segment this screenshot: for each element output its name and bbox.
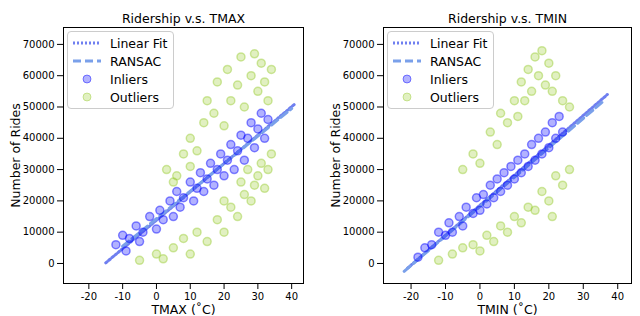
svg-text:70000: 70000 <box>23 39 55 50</box>
svg-text:0: 0 <box>153 291 159 302</box>
svg-text:TMIN (˚C): TMIN (˚C) <box>476 302 537 316</box>
html-text:Inliers: Inliers <box>110 71 148 87</box>
svg-text:-10: -10 <box>114 291 130 302</box>
svg-text:50000: 50000 <box>343 101 375 112</box>
svg-text:-20: -20 <box>403 291 419 302</box>
svg-text:40000: 40000 <box>23 132 55 143</box>
svg-text:-20: -20 <box>81 291 97 302</box>
svg-text:50000: 50000 <box>23 101 55 112</box>
svg-text:0: 0 <box>48 258 54 269</box>
svg-text:20000: 20000 <box>343 195 375 206</box>
svg-text:20000: 20000 <box>23 195 55 206</box>
svg-text:Ridership v.s. TMIN: Ridership v.s. TMIN <box>448 11 567 26</box>
svg-text:Ridership v.s. TMAX: Ridership v.s. TMAX <box>122 11 246 26</box>
svg-text:10000: 10000 <box>343 226 375 237</box>
html-text:RANSAC: RANSAC <box>110 53 162 69</box>
svg-text:40: 40 <box>285 291 298 302</box>
svg-text:10: 10 <box>184 291 197 302</box>
svg-text:10: 10 <box>508 291 521 302</box>
svg-text:60000: 60000 <box>343 70 375 81</box>
svg-text:40: 40 <box>611 291 624 302</box>
svg-text:30000: 30000 <box>23 164 55 175</box>
html-text:RANSAC: RANSAC <box>430 53 482 69</box>
svg-text:70000: 70000 <box>343 39 375 50</box>
svg-text:20: 20 <box>542 291 555 302</box>
svg-text:0: 0 <box>477 291 483 302</box>
svg-text:60000: 60000 <box>23 70 55 81</box>
svg-text:Number of Rides: Number of Rides <box>328 103 343 208</box>
html-text:Outliers: Outliers <box>430 89 479 105</box>
html-text:Linear Fit: Linear Fit <box>430 35 488 51</box>
svg-text:20: 20 <box>218 291 231 302</box>
html-text:Outliers: Outliers <box>110 89 159 105</box>
svg-text:30: 30 <box>251 291 264 302</box>
svg-text:10000: 10000 <box>23 226 55 237</box>
svg-text:0: 0 <box>368 258 374 269</box>
svg-text:40000: 40000 <box>343 132 375 143</box>
svg-text:TMAX (˚C): TMAX (˚C) <box>150 302 215 316</box>
svg-text:30000: 30000 <box>343 164 375 175</box>
svg-text:30: 30 <box>577 291 590 302</box>
svg-text:Number of Rides: Number of Rides <box>8 103 23 208</box>
html-text:Linear Fit: Linear Fit <box>110 35 168 51</box>
svg-text:-10: -10 <box>437 291 453 302</box>
html-text:Inliers: Inliers <box>430 71 468 87</box>
